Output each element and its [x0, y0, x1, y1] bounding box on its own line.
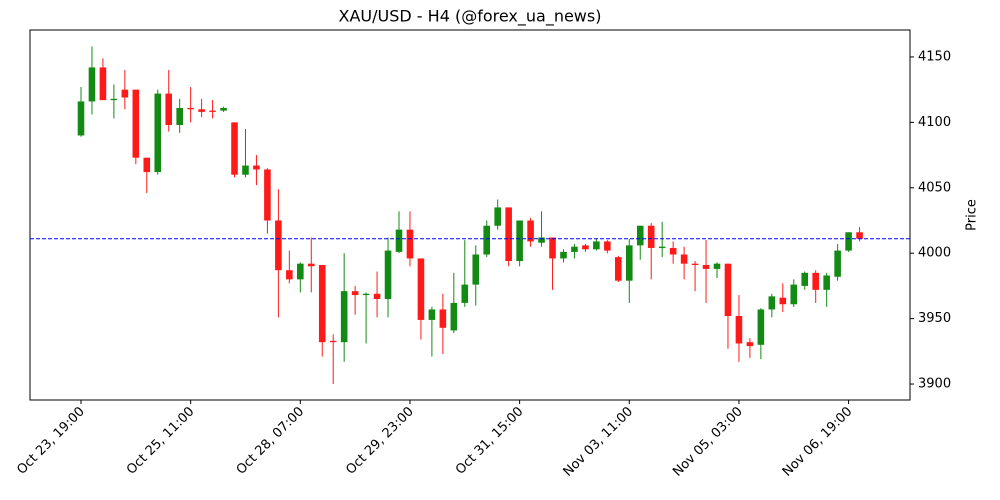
candle-body [318, 264, 326, 343]
candle-body [428, 309, 436, 320]
candle-body [582, 245, 589, 250]
candle-body [494, 207, 501, 226]
candle-body [834, 250, 841, 277]
candle-body [571, 246, 578, 252]
candle-body [362, 293, 370, 296]
candle-body [505, 207, 512, 262]
candle-body [264, 169, 271, 221]
plot-frame [29, 29, 911, 401]
candle-body [143, 157, 151, 173]
candle-body [757, 309, 765, 345]
candle-body [680, 254, 688, 264]
candle-body [329, 340, 337, 343]
candle-body [702, 264, 710, 269]
candle-body [691, 263, 699, 265]
candle-body [110, 98, 118, 101]
candle-body [658, 246, 666, 248]
candle-body [439, 309, 447, 328]
candle-body [593, 241, 600, 250]
candle-body [351, 291, 359, 296]
candle-body [176, 107, 183, 125]
x-tick-label: Nov 05, 03:00 [670, 404, 746, 480]
candle-body [790, 284, 798, 305]
candle-body [615, 257, 622, 281]
x-tick-label: Nov 06, 19:00 [780, 404, 856, 480]
y-tick-label: 4150 [918, 49, 951, 64]
candle-body [121, 89, 129, 98]
y-tick-label: 3950 [918, 311, 951, 326]
candle-body [99, 67, 107, 101]
candle-body [307, 263, 315, 267]
candle-body [856, 232, 863, 239]
candle-body [801, 272, 809, 286]
x-tick-label: Oct 29, 23:00 [343, 404, 416, 477]
candle-body [636, 225, 644, 246]
candle-body [198, 109, 205, 112]
candle-body [220, 107, 227, 111]
candle-body [713, 263, 721, 269]
chart-title: XAU/USD - H4 (@forex_ua_news) [339, 7, 602, 27]
candle-body [450, 302, 458, 331]
candle-body [669, 247, 677, 255]
candle-body [647, 225, 655, 248]
candle-body [461, 284, 469, 303]
x-tick-label: Oct 25, 11:00 [124, 404, 197, 477]
y-tick-label: 4100 [918, 115, 951, 130]
x-tick-label: Oct 31, 15:00 [453, 404, 526, 477]
candle-body [165, 93, 173, 125]
candle-body [231, 122, 238, 175]
candle-body [625, 245, 633, 281]
candle-body [560, 251, 567, 259]
candle-body [549, 237, 556, 259]
y-tick-label: 3900 [918, 377, 951, 392]
candle-body [373, 293, 381, 299]
candle-body [340, 291, 348, 343]
candle-body [812, 272, 819, 290]
candle-body [472, 254, 480, 285]
candle-body [242, 165, 249, 175]
candle-body [527, 220, 534, 242]
x-tick-label: Oct 23, 19:00 [14, 404, 87, 477]
candle-body [88, 67, 96, 102]
candle-body [779, 297, 787, 305]
candle-body [724, 263, 732, 317]
candle-body [823, 275, 830, 290]
y-axis-label: Price [965, 199, 980, 231]
candle-body [253, 165, 260, 170]
candle-body [735, 316, 743, 344]
candle-body [483, 225, 491, 255]
candle-body [132, 89, 140, 158]
candle-body [154, 93, 162, 173]
candle-body [604, 241, 611, 251]
x-tick-label: Oct 28, 07:00 [234, 404, 307, 477]
candle-body [77, 101, 85, 136]
candle-body [417, 258, 425, 320]
candle-body [768, 296, 776, 310]
candle-body [746, 342, 754, 347]
y-tick-label: 4050 [918, 180, 951, 195]
candle-body [286, 270, 293, 280]
candle-body [275, 220, 282, 271]
candle-body [187, 107, 194, 110]
candle-body [516, 220, 523, 262]
candle-body [297, 263, 304, 280]
candle-body [209, 110, 216, 112]
candle-body [395, 229, 403, 252]
x-tick-label: Nov 03, 11:00 [561, 404, 637, 480]
candle-body [538, 237, 545, 243]
y-tick-label: 4000 [918, 246, 951, 261]
candle-body [384, 250, 392, 299]
candle-body [406, 229, 414, 259]
candle-body [845, 232, 852, 251]
